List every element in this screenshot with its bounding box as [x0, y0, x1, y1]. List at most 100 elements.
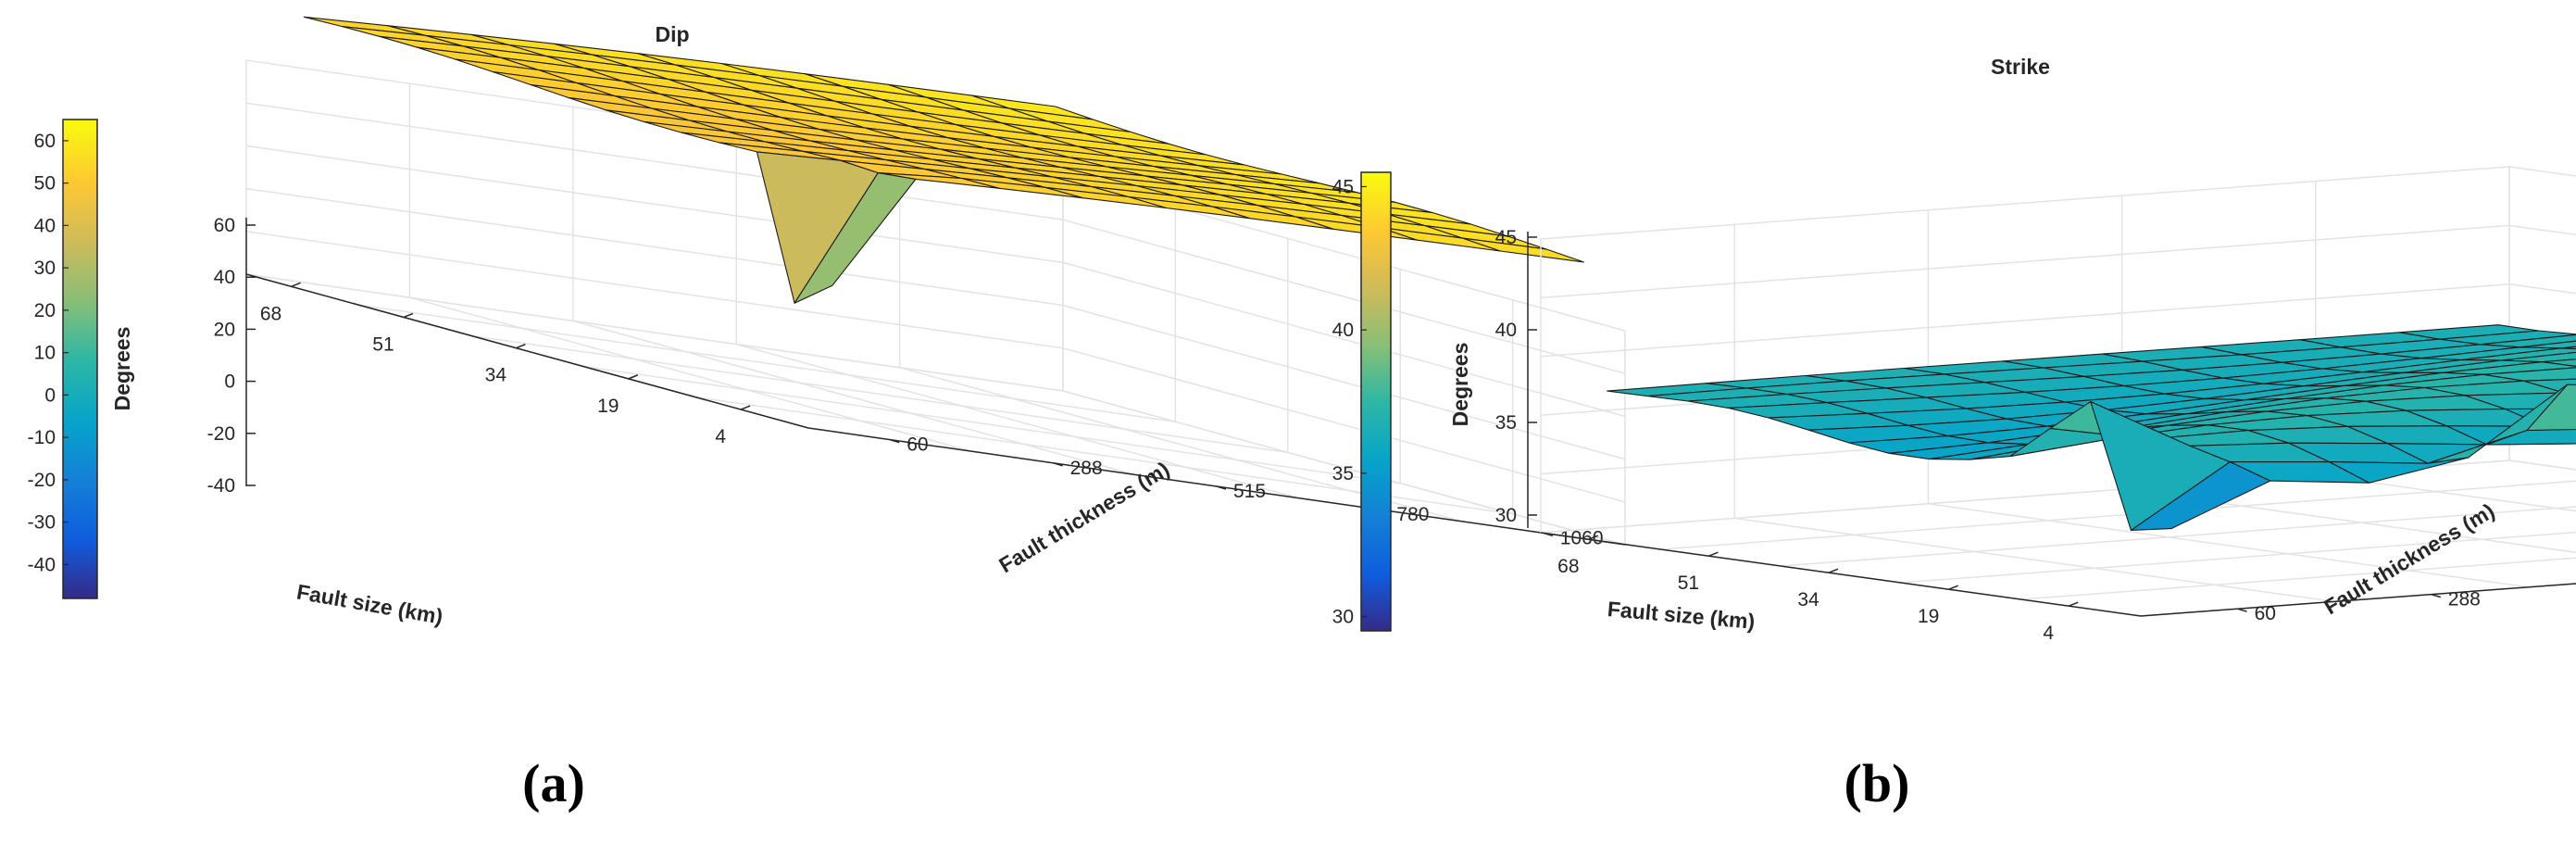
colorbar [1360, 171, 1392, 632]
grid-line [2508, 166, 2576, 177]
grid-line [1062, 390, 1626, 546]
y-tick-label: 60 [907, 434, 928, 456]
grid-line [736, 343, 1299, 499]
grid-line [1062, 219, 1626, 374]
grid-line [1062, 261, 1626, 418]
y-tick [2237, 608, 2247, 612]
y-tick [1216, 485, 1227, 490]
x-tick-label: 4 [2043, 623, 2054, 644]
surface-patch [794, 172, 917, 304]
y-axis-line [2140, 583, 2576, 617]
x-tick [1948, 585, 1958, 590]
colorbar-tick-label: 45 [1332, 176, 1354, 197]
z-tick-label: -20 [207, 423, 235, 445]
x-tick-label: 68 [260, 303, 281, 324]
surface [1607, 324, 2576, 531]
grid-line [409, 296, 972, 452]
x-axis-label: Fault size (km) [1607, 597, 1756, 634]
x-axis-line [1540, 532, 2142, 617]
grid-line [2020, 557, 2576, 600]
panel-dip: 68 51 34 19 4 60 288 515 780 10 60 -40 -20 0 20 40 60 Dip… [28, 16, 1626, 629]
surface-patch [2130, 461, 2271, 531]
x-tick [403, 312, 414, 319]
y-tick [1053, 462, 1063, 467]
colorbar-tick-label: 20 [34, 300, 56, 321]
z-tick-label: 20 [214, 319, 235, 340]
x-tick-label: 34 [485, 365, 507, 386]
x-tick-label: 68 [1557, 556, 1579, 577]
grid-line [2508, 224, 2576, 236]
grid-line [1928, 503, 2529, 588]
colorbar-tick-label: 0 [44, 384, 56, 406]
y-tick [889, 438, 900, 444]
z-axis-label: Degrees [110, 327, 134, 411]
chart-title: Dip [655, 22, 689, 46]
y-tick-label: 288 [1070, 458, 1103, 479]
z-tick-label: 30 [1495, 505, 1517, 526]
x-tick [516, 343, 526, 349]
colorbar-tick-label: 30 [1332, 607, 1354, 628]
grid-line [572, 320, 1135, 476]
z-tick-label: 40 [214, 267, 235, 288]
x-tick [1708, 551, 1719, 557]
x-tick [1828, 568, 1839, 573]
grid-line [245, 187, 1064, 307]
colorbar-tick-label: -40 [28, 554, 56, 575]
x-tick [740, 405, 751, 410]
z-tick-label: 60 [214, 215, 235, 236]
grid-line [1540, 283, 2510, 358]
y-tick [2431, 593, 2442, 598]
y-tick-label: 288 [2448, 589, 2481, 610]
panel-strike: 68513419460288515780106030354045StrikeFa… [1332, 55, 2576, 644]
grid-line [470, 334, 1288, 454]
z-tick-label: 40 [1495, 320, 1517, 341]
y-tick-label: 780 [1396, 504, 1429, 525]
x-tick-label: 51 [1678, 572, 1699, 594]
surface [303, 16, 1584, 304]
z-axis-label: Degrees [1448, 343, 1472, 427]
colorbar-tick-label: -10 [28, 427, 56, 448]
grid-line [1781, 506, 2576, 567]
z-tick-label: -40 [207, 475, 235, 497]
grid-line [583, 365, 1401, 484]
z-tick-label: 35 [1495, 412, 1517, 434]
colorbar [62, 119, 98, 599]
grid-line [245, 145, 1064, 264]
x-tick [628, 374, 639, 380]
grid-line [2508, 459, 2576, 471]
z-tick-label: 45 [1495, 227, 1517, 248]
colorbar-tick-label: 40 [1332, 320, 1354, 341]
x-axis-line [245, 273, 809, 429]
colorbar-tick-label: 30 [34, 258, 56, 279]
x-tick-label: 4 [715, 426, 726, 447]
z-tick-label: 0 [224, 371, 235, 393]
caption-b: (b) [1844, 753, 1910, 813]
grid-line [358, 304, 1176, 422]
x-tick-label: 19 [1918, 606, 1939, 627]
grid-line [1540, 166, 2510, 240]
grid-line [1062, 304, 1626, 460]
x-tick-label: 51 [372, 333, 394, 355]
colorbar-tick-label: 50 [34, 173, 56, 195]
grid-line [1540, 224, 2510, 299]
x-tick-label: 19 [597, 396, 619, 417]
grid-line [2315, 473, 2576, 512]
x-tick [1588, 535, 1599, 540]
colorbar-tick-label: -20 [28, 470, 56, 491]
x-tick [2068, 601, 2079, 607]
chart-title: Strike [1991, 55, 2050, 79]
colorbar-tick-label: 40 [34, 215, 56, 236]
y-tick-label: 60 [2255, 603, 2276, 624]
colorbar-tick-label: 35 [1332, 463, 1354, 484]
x-axis-label: Fault size (km) [294, 579, 444, 628]
colorbar-tick-label: -30 [28, 512, 56, 534]
caption-a: (a) [522, 753, 585, 813]
colorbar-tick-label: 60 [34, 131, 56, 152]
y-tick-label: 515 [1233, 481, 1266, 502]
grid-line [245, 273, 1064, 392]
grid-line [245, 231, 1064, 349]
x-tick [291, 282, 301, 287]
grid-line [1900, 531, 2576, 584]
grid-line [1734, 517, 2335, 603]
